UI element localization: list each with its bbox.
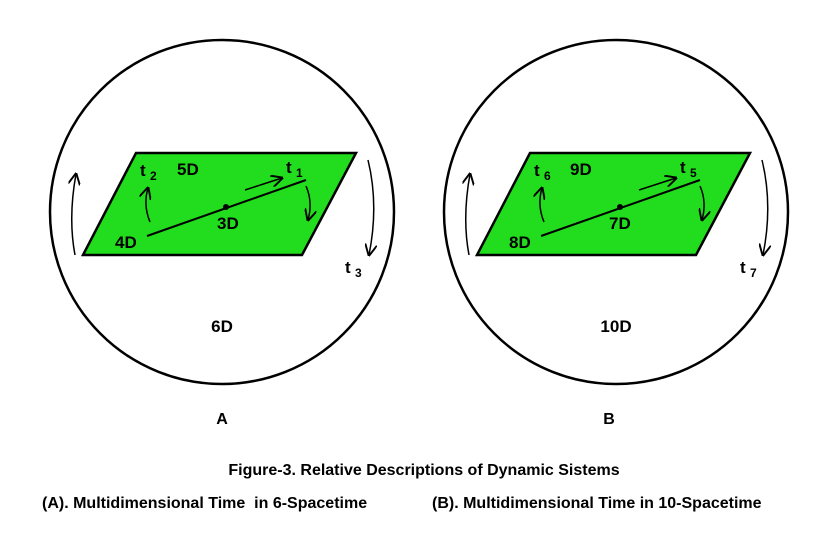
svg-text:t: t (534, 161, 540, 180)
center-label-b: 7D (609, 214, 631, 233)
svg-text:t: t (740, 258, 746, 277)
center-point-b (617, 204, 623, 210)
plane-b (474, 151, 753, 257)
svg-text:5: 5 (690, 166, 697, 180)
panel-b: 9D 7D 8D t 6 t 5 t 7 10D B (442, 38, 790, 428)
line-arrow-b (638, 178, 676, 191)
panel-letter-a: A (216, 411, 228, 428)
outer-arrow-left-a (72, 174, 76, 256)
svg-text:t: t (345, 258, 351, 277)
plane-a (80, 151, 359, 257)
panel-a: 5D 3D 4D t 2 t 1 t 3 6D A (48, 38, 396, 428)
caption-title: Figure-3. Relative Descriptions of Dynam… (228, 462, 619, 479)
line-arrow-a (244, 178, 282, 191)
svg-text:7: 7 (750, 266, 757, 280)
svg-text:2: 2 (150, 169, 157, 183)
curved-arrow-left-b (540, 188, 544, 223)
outer-dim-label-b: 10D (600, 317, 631, 336)
center-point-a (223, 204, 229, 210)
t-right-label-b: t 7 (740, 258, 757, 280)
curved-arrow-right-b (700, 185, 704, 220)
panel-letter-b: B (603, 411, 615, 428)
outer-circle-b (442, 38, 790, 386)
line-start-label-b: 8D (509, 233, 531, 252)
outer-circle-a (48, 38, 396, 386)
plane-top-label-b: 9D (570, 160, 592, 179)
caption-b: (B). Multidimensional Time in 10-Spaceti… (432, 495, 762, 512)
t-line-label-b: t 5 (680, 158, 697, 180)
t-left-label-b: t 6 (534, 161, 551, 183)
curved-arrow-left-a (146, 188, 150, 223)
t-left-label-a: t 2 (140, 161, 157, 183)
svg-text:3: 3 (355, 266, 362, 280)
plane-top-label-a: 5D (177, 160, 199, 179)
svg-text:t: t (680, 158, 686, 177)
line-start-label-a: 4D (115, 233, 137, 252)
center-label-a: 3D (217, 214, 239, 233)
svg-text:1: 1 (296, 166, 303, 180)
outer-arrow-left-b (466, 174, 470, 256)
t-line-label-a: t 1 (286, 158, 303, 180)
outer-arrow-right-a (368, 159, 374, 255)
outer-dim-label-a: 6D (211, 317, 233, 336)
svg-text:6: 6 (544, 169, 551, 183)
outer-arrow-right-b (762, 159, 768, 255)
curved-arrow-right-a (306, 185, 310, 220)
svg-text:t: t (140, 161, 146, 180)
caption-a: (A). Multidimensional Time in 6-Spacetim… (42, 495, 367, 512)
t-right-label-a: t 3 (345, 258, 362, 280)
svg-text:t: t (286, 158, 292, 177)
